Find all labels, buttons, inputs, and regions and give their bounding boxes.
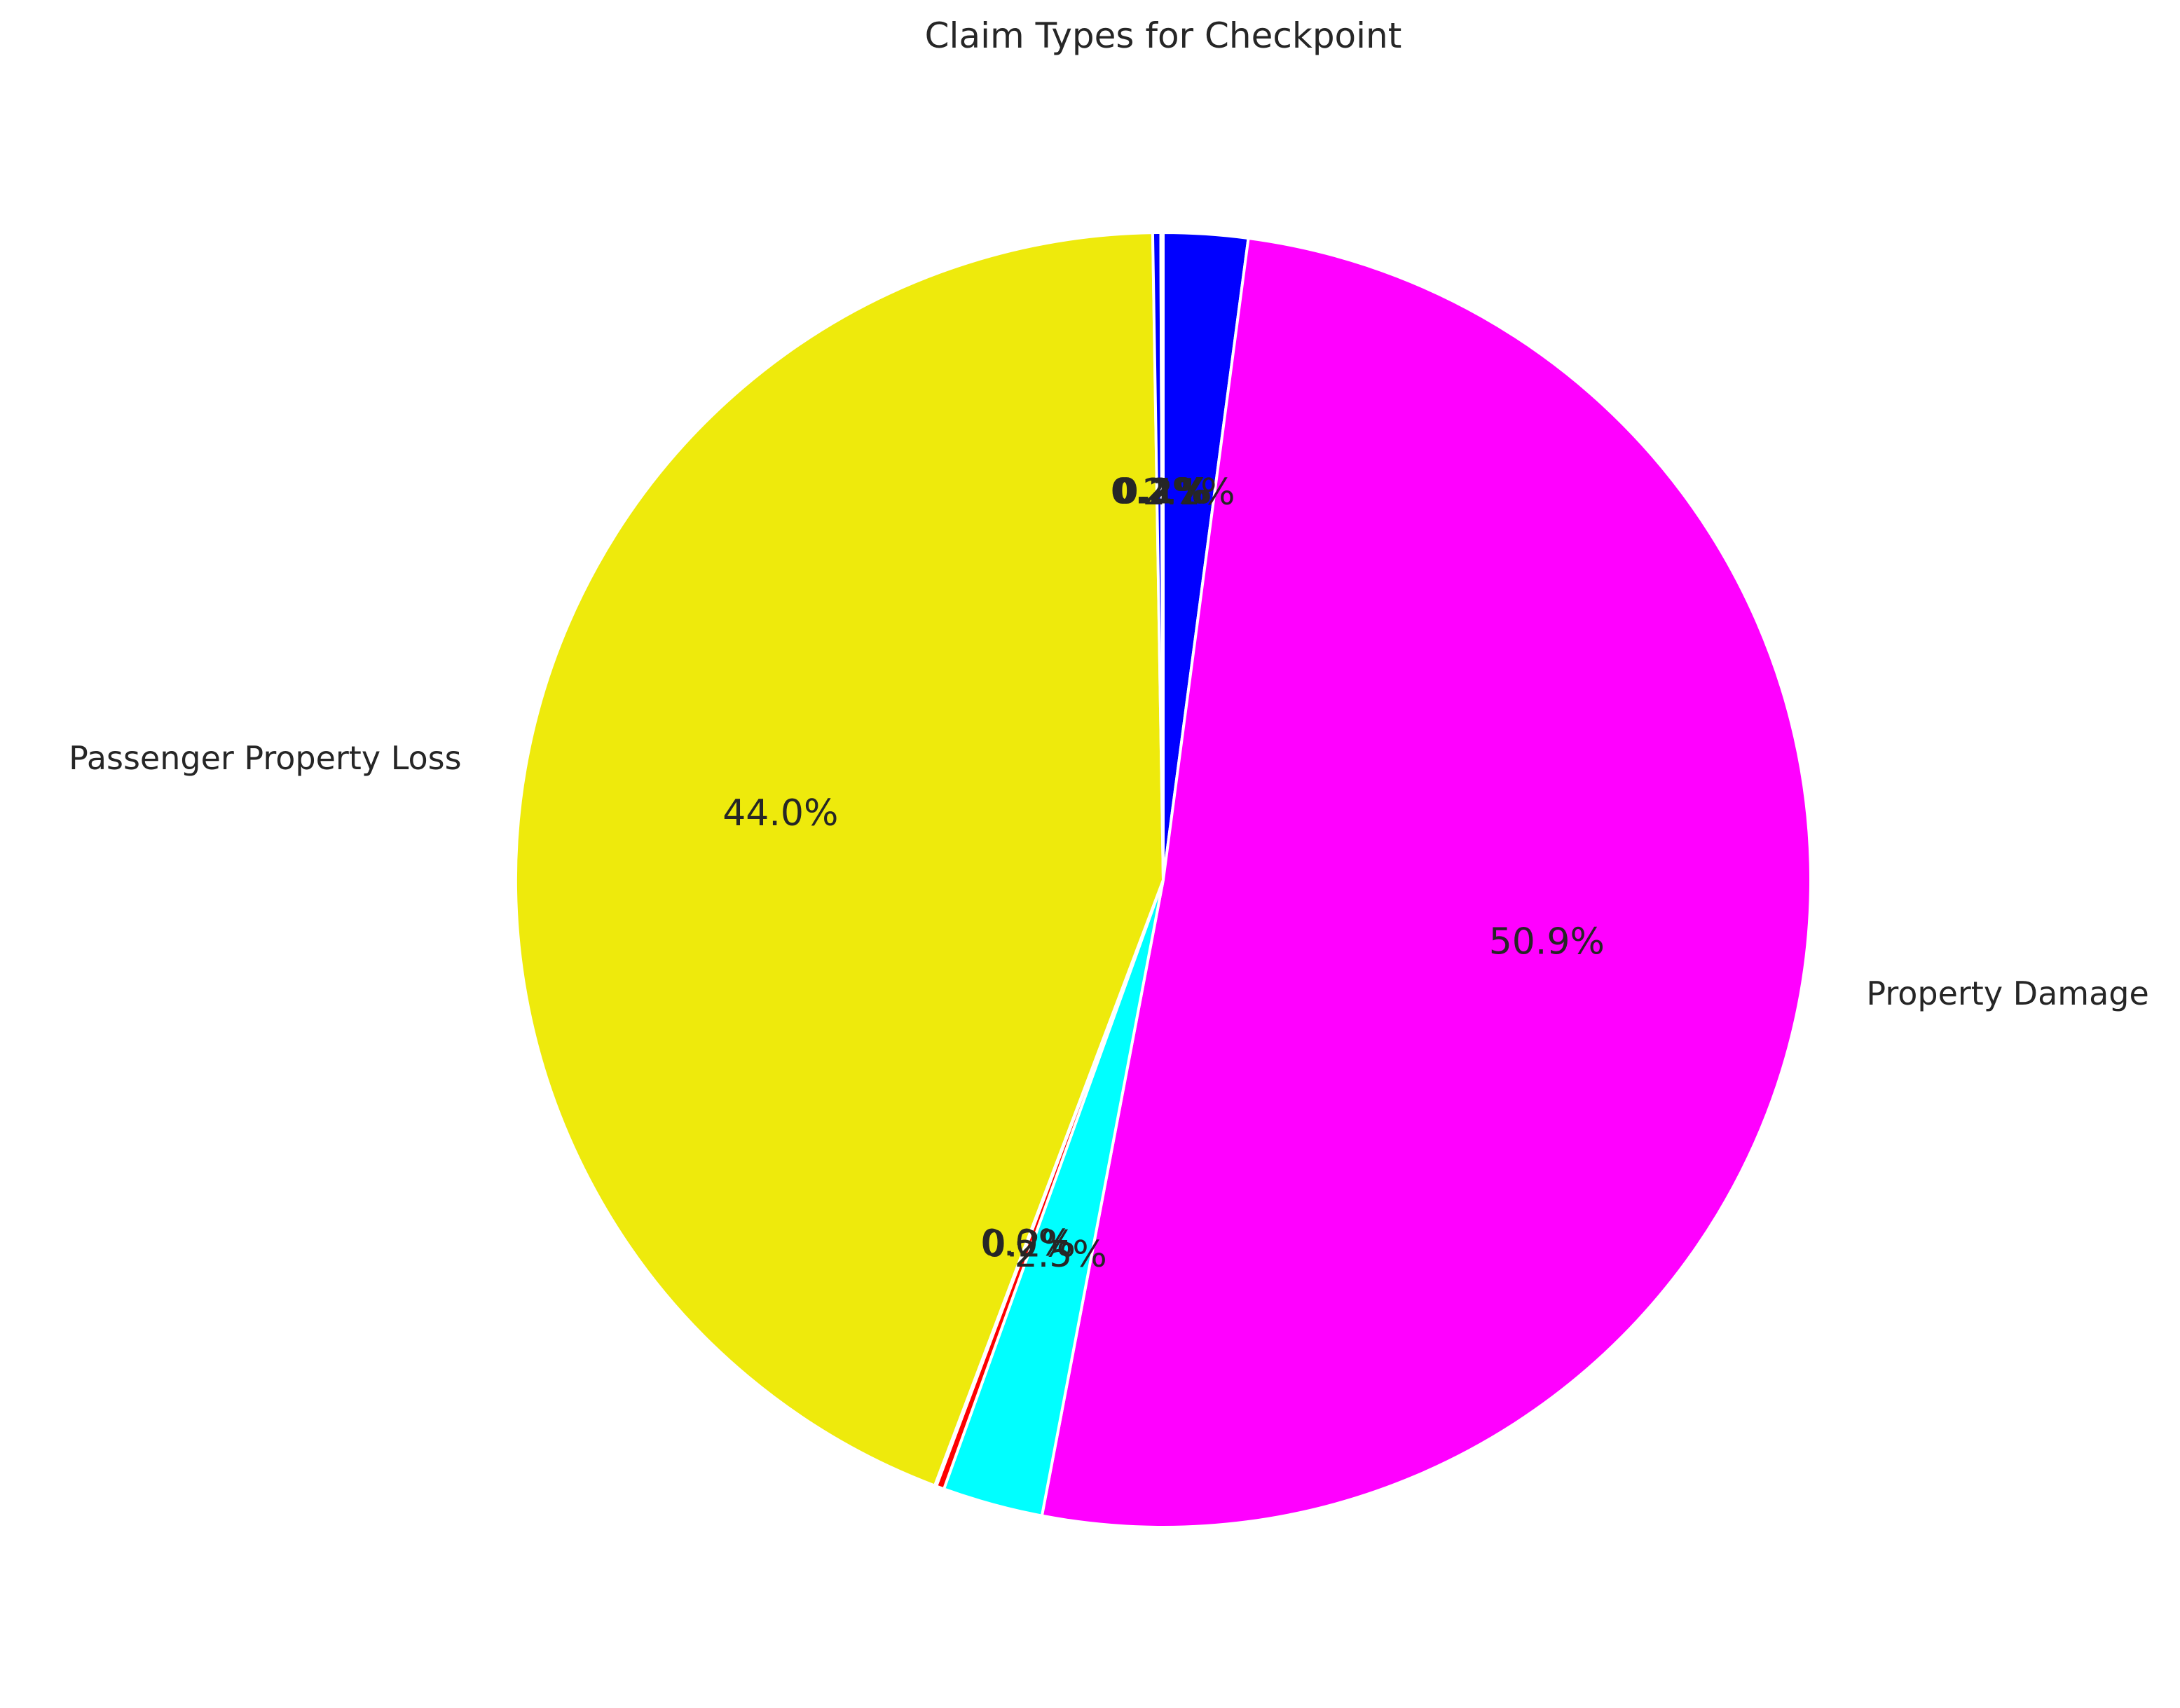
pie-pct-label-3: 0.2% (983, 1223, 1076, 1265)
pie-category-label-5: Passenger Property Loss (69, 739, 461, 777)
pie-pct-label-1: 50.9% (1489, 921, 1605, 963)
pie-category-label-1: Property Damage (1866, 974, 2148, 1012)
pie-slice-7 (1159, 231, 1165, 881)
pie-pct-label-0: 2.1% (1142, 471, 1235, 514)
pie-slices (514, 231, 1812, 1529)
pie-slice-1 (1040, 237, 1812, 1529)
pie-pct-label-6: 0.2% (1111, 471, 1208, 512)
pie-slice-5 (514, 231, 1165, 1487)
pie-pct-label-5: 44.0% (722, 792, 838, 834)
pie-pct-label-7: 0.1% (1114, 471, 1212, 512)
pie-pct-label-2: 2.5% (1015, 1234, 1107, 1276)
pie-labels: 2.1%50.9%Property Damage2.5%0.2%0.0%44.0… (69, 471, 2149, 1276)
chart-title: Claim Types for Checkpoint (925, 15, 1402, 56)
pie-pct-label-4: 0.0% (980, 1223, 1073, 1265)
